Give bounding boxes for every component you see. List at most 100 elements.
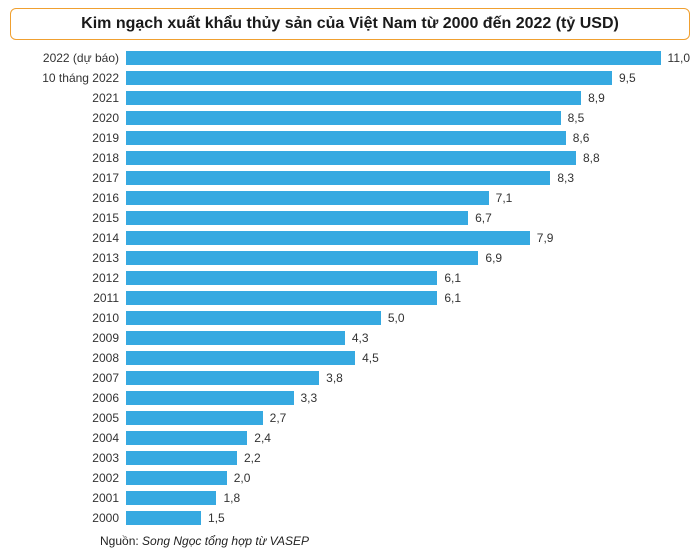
chart-area: 2022 (dự báo)11,010 tháng 2022 9,5 2021 8,9… — [10, 48, 690, 528]
bar — [125, 510, 202, 526]
value-label: 6,7 — [475, 211, 492, 225]
category-label: 2013 — [10, 251, 125, 265]
value-label: 3,8 — [326, 371, 343, 385]
value-label: 4,5 — [362, 351, 379, 365]
value-label: 2,2 — [244, 451, 261, 465]
category-label: 2008 — [10, 351, 125, 365]
bar — [125, 310, 382, 326]
category-label: 2021 — [10, 91, 125, 105]
value-label: 6,1 — [444, 271, 461, 285]
category-label: 10 tháng 2022 — [10, 71, 125, 85]
bar-row: 2021 8,9 — [10, 88, 690, 108]
value-label: 8,9 — [588, 91, 605, 105]
value-label: 8,6 — [573, 131, 590, 145]
bar — [125, 190, 490, 206]
bar-wrap: 1,8 — [125, 488, 690, 508]
bar-row: 20136,9 — [10, 248, 690, 268]
value-label: 8,5 — [568, 111, 585, 125]
bar-wrap: 7,9 — [125, 228, 690, 248]
bar-wrap: 8,5 — [125, 108, 690, 128]
source-text: Song Ngọc tổng hợp từ VASEP — [142, 534, 309, 548]
category-label: 2009 — [10, 331, 125, 345]
category-label: 2005 — [10, 411, 125, 425]
bar-wrap: 5,0 — [125, 308, 690, 328]
bar — [125, 350, 356, 366]
bar — [125, 150, 577, 166]
value-label: 6,1 — [444, 291, 461, 305]
bar — [125, 70, 613, 86]
source-line: Nguồn: Song Ngọc tổng hợp từ VASEP — [100, 534, 690, 548]
bar-wrap: 11,0 — [125, 48, 690, 68]
value-label: 5,0 — [388, 311, 405, 325]
bar-row: 2003 2,2 — [10, 448, 690, 468]
bar-wrap: 2,4 — [125, 428, 690, 448]
category-label: 2022 (dự báo) — [10, 51, 125, 65]
bar — [125, 50, 662, 66]
bar — [125, 270, 438, 286]
bar-wrap: 8,8 — [125, 148, 690, 168]
value-label: 1,8 — [223, 491, 240, 505]
bar-row: 20198,6 — [10, 128, 690, 148]
value-label: 4,3 — [352, 331, 369, 345]
bar-row: 2010 5,0 — [10, 308, 690, 328]
value-label: 8,8 — [583, 151, 600, 165]
bar-wrap: 3,8 — [125, 368, 690, 388]
bar — [125, 130, 567, 146]
category-label: 2000 — [10, 511, 125, 525]
bar-wrap: 2,0 — [125, 468, 690, 488]
bar — [125, 170, 551, 186]
value-label: 7,1 — [496, 191, 513, 205]
value-label: 3,3 — [301, 391, 318, 405]
bar-row: 20147,9 — [10, 228, 690, 248]
source-label: Nguồn: — [100, 534, 142, 548]
bar-row: 20188,8 — [10, 148, 690, 168]
category-label: 2014 — [10, 231, 125, 245]
bar — [125, 370, 320, 386]
bar-row: 20073,8 — [10, 368, 690, 388]
bar — [125, 110, 562, 126]
bar — [125, 430, 248, 446]
category-label: 2015 — [10, 211, 125, 225]
bar-row: 2005 2,7 — [10, 408, 690, 428]
bar — [125, 490, 217, 506]
bar-wrap: 6,9 — [125, 248, 690, 268]
category-label: 2004 — [10, 431, 125, 445]
bar-row: 2020 8,5 — [10, 108, 690, 128]
category-label: 2016 — [10, 191, 125, 205]
bar — [125, 90, 582, 106]
bar-row: 2000 1,5 — [10, 508, 690, 528]
bar-wrap: 8,9 — [125, 88, 690, 108]
category-label: 2001 — [10, 491, 125, 505]
bar-wrap: 6,1 — [125, 268, 690, 288]
bar — [125, 410, 264, 426]
bar-wrap: 8,6 — [125, 128, 690, 148]
bar-row: 2008 4,5 — [10, 348, 690, 368]
category-label: 2002 — [10, 471, 125, 485]
value-label: 2,4 — [254, 431, 271, 445]
chart-title: Kim ngạch xuất khẩu thủy sản của Việt Na… — [10, 8, 690, 40]
bar-wrap: 6,7 — [125, 208, 690, 228]
bar-wrap: 9,5 — [125, 68, 690, 88]
category-label: 2003 — [10, 451, 125, 465]
value-label: 9,5 — [619, 71, 636, 85]
value-label: 1,5 — [208, 511, 225, 525]
bar-wrap: 3,3 — [125, 388, 690, 408]
value-label: 8,3 — [557, 171, 574, 185]
bar-row: 20022,0 — [10, 468, 690, 488]
bar — [125, 470, 228, 486]
bar-row: 2004 2,4 — [10, 428, 690, 448]
bar — [125, 450, 238, 466]
category-label: 2011 — [10, 291, 125, 305]
bar-row: 20063,3 — [10, 388, 690, 408]
value-label: 2,7 — [270, 411, 287, 425]
bar-row: 2011 6,1 — [10, 288, 690, 308]
bar-row: 2016 7,1 — [10, 188, 690, 208]
bar-row: 2009 4,3 — [10, 328, 690, 348]
bar-wrap: 4,3 — [125, 328, 690, 348]
bar-wrap: 1,5 — [125, 508, 690, 528]
category-label: 2020 — [10, 111, 125, 125]
bar — [125, 210, 469, 226]
category-label: 2010 — [10, 311, 125, 325]
bar — [125, 390, 295, 406]
bar-wrap: 8,3 — [125, 168, 690, 188]
